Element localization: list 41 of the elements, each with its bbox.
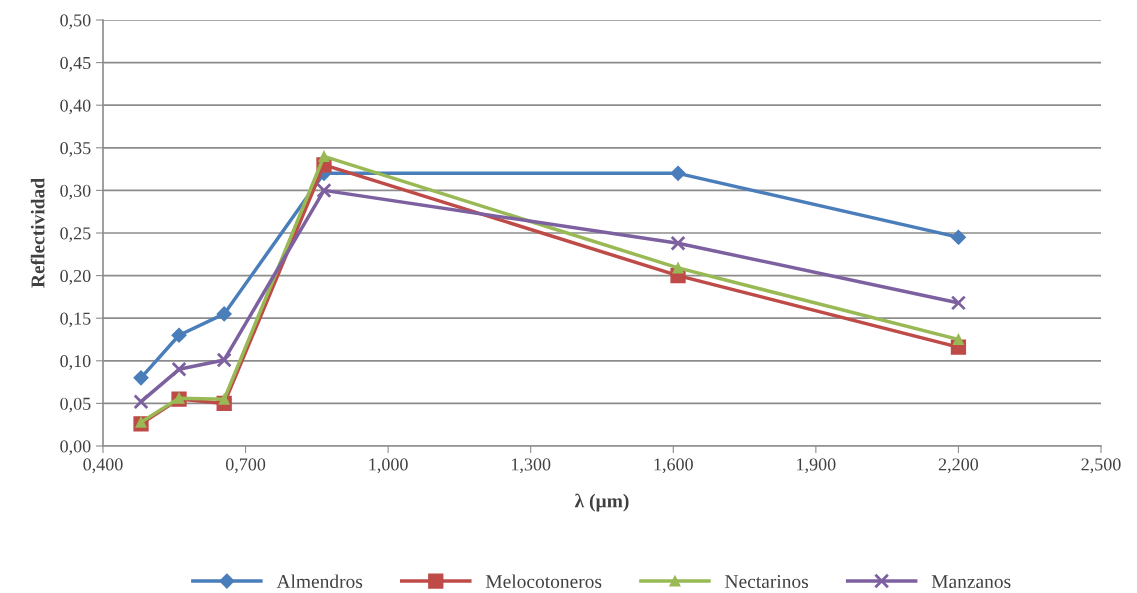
y-tick-label: 0,40: [60, 99, 91, 115]
y-tick-label: 0,35: [60, 142, 91, 157]
point: [950, 229, 966, 245]
y-tick-label: 0,20: [60, 269, 91, 285]
point: [670, 165, 686, 181]
legend-label: Manzanos: [931, 575, 1011, 589]
x-axis-title: λ (µm): [574, 493, 629, 512]
point: [216, 352, 232, 368]
legend-label: Melocotoneros: [485, 574, 602, 589]
x-tick-label: 2,200: [938, 458, 979, 474]
x-tick-label: 1,900: [797, 458, 836, 474]
point: [318, 150, 330, 162]
y-tick-label: 0,00: [60, 440, 91, 456]
point: [171, 327, 187, 343]
x-tick-label: 2,500: [1081, 458, 1121, 474]
x-tick-label: 1,000: [369, 458, 408, 474]
y-tick-label: 0,45: [60, 56, 91, 72]
point: [670, 235, 686, 251]
legend-label: Nectarinos: [725, 575, 809, 589]
legend-label: Almendros: [276, 574, 363, 589]
y-tick-label: 0,25: [60, 227, 91, 243]
point: [950, 295, 967, 311]
point: [135, 416, 147, 428]
y-tick-label: 0,30: [60, 184, 91, 200]
x-tick-label: 1,600: [654, 458, 693, 474]
point: [952, 333, 964, 346]
point: [133, 394, 149, 410]
y-tick-label: 0,15: [60, 312, 91, 328]
point: [316, 182, 332, 199]
y-tick-label: 0,50: [60, 14, 91, 30]
y-tick-label: 0,05: [60, 397, 91, 413]
y-axis-title: Reflectividad: [30, 178, 45, 288]
point: [218, 393, 230, 405]
point: [133, 370, 149, 386]
x-tick-label: 0,700: [225, 458, 266, 474]
x-tick-label: 0,400: [83, 458, 123, 474]
point: [216, 306, 232, 322]
y-tick-label: 0,10: [60, 355, 91, 370]
x-tick-label: 1,300: [511, 458, 551, 474]
point: [171, 361, 187, 377]
point: [672, 262, 684, 274]
